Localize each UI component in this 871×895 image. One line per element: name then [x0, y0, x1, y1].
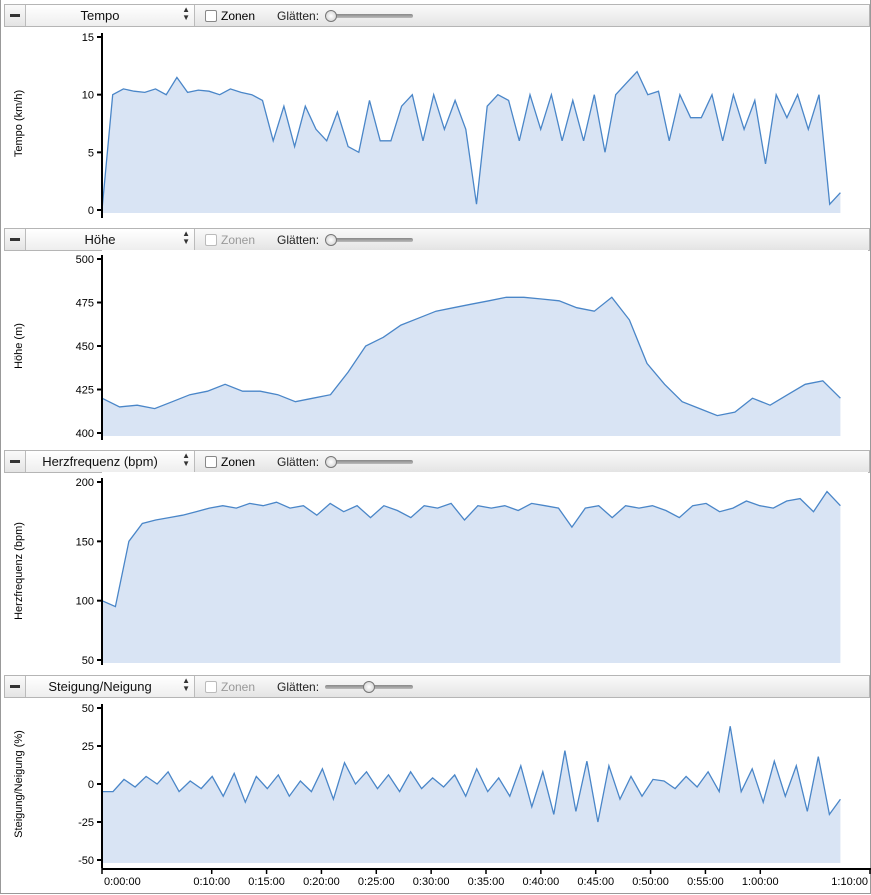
- y-axis-label: Herzfrequenz (bpm): [13, 522, 25, 620]
- series-line: [101, 70, 841, 211]
- metric-select-value: Steigung/Neigung: [48, 679, 152, 694]
- y-tick-label: 15: [82, 32, 94, 44]
- slider-thumb[interactable]: [325, 9, 338, 22]
- panel-toolbar: Höhe ▲ ▼ Zonen Glätten:: [4, 228, 870, 251]
- area-fill: [102, 71, 841, 213]
- minus-icon: [10, 685, 20, 688]
- series-line: [101, 296, 841, 417]
- minus-icon: [10, 14, 20, 17]
- x-axis: 0:00:00 0:10:00 0:15:00 0:20:00 0:25:00 0:30:…: [101, 868, 871, 888]
- checkbox-box[interactable]: [205, 9, 217, 22]
- y-axis-label: Höhe (m): [13, 323, 25, 369]
- collapse-button[interactable]: [5, 5, 26, 26]
- x-tick-label: 1:10:00: [831, 876, 868, 888]
- checkbox-box[interactable]: [205, 455, 217, 468]
- x-tick-label: 0:25:00: [358, 876, 395, 888]
- zones-checkbox[interactable]: Zonen: [205, 9, 255, 23]
- metric-select-value: Herzfrequenz (bpm): [42, 454, 158, 469]
- y-tick-label: 0: [88, 205, 94, 217]
- updown-arrows-icon: ▲ ▼: [182, 229, 190, 246]
- x-tick-label: 0:20:00: [303, 876, 340, 888]
- x-tick-label: 0:35:00: [468, 876, 505, 888]
- collapse-button[interactable]: [5, 229, 26, 250]
- smooth-label: Glätten:: [277, 8, 320, 23]
- chart-2: 50 100 150 200 Herzfrequenz (bpm): [13, 472, 868, 665]
- metric-select[interactable]: Steigung/Neigung ▲ ▼: [26, 676, 195, 697]
- chart-0: 0 5 10 15 Tempo (km/h): [13, 27, 868, 218]
- x-tick-label: 0:15:00: [248, 876, 285, 888]
- metric-select[interactable]: Tempo ▲ ▼: [26, 5, 195, 26]
- zones-label: Zonen: [221, 232, 256, 247]
- smooth-slider[interactable]: [325, 9, 414, 23]
- y-tick-label: 100: [76, 596, 94, 608]
- panel-toolbar: Steigung/Neigung ▲ ▼ Zonen Glätten:: [4, 675, 870, 698]
- x-tick-label: 0:55:00: [687, 876, 724, 888]
- metric-select[interactable]: Herzfrequenz (bpm) ▲ ▼: [26, 451, 195, 472]
- area-fill: [102, 491, 841, 663]
- slider-track: [325, 459, 414, 464]
- slider-thumb[interactable]: [325, 455, 338, 468]
- y-tick-label: 0: [88, 779, 94, 791]
- area-fill: [102, 726, 841, 863]
- zones-label: Zonen: [221, 454, 256, 469]
- slider-track: [325, 13, 414, 18]
- slider-thumb[interactable]: [363, 680, 376, 693]
- y-tick-label: 10: [82, 90, 94, 102]
- updown-arrows-icon: ▲ ▼: [182, 676, 190, 693]
- x-tick-label: 0:45:00: [577, 876, 614, 888]
- y-tick-label: 50: [82, 703, 94, 715]
- series-line: [101, 490, 841, 608]
- smooth-label: Glätten:: [277, 679, 320, 694]
- y-tick-label: 450: [76, 341, 94, 353]
- minus-icon: [10, 460, 20, 463]
- y-tick-label: -25: [78, 817, 94, 829]
- updown-arrows-icon: ▲ ▼: [182, 451, 190, 468]
- zones-checkbox[interactable]: Zonen: [205, 455, 255, 469]
- slider-track: [325, 237, 414, 242]
- zones-label: Zonen: [221, 8, 256, 23]
- x-tick-label: 0:40:00: [523, 876, 560, 888]
- y-tick-label: 200: [76, 477, 94, 489]
- smooth-label: Glätten:: [277, 232, 320, 247]
- y-tick-label: 5: [88, 147, 94, 159]
- smooth-slider[interactable]: [325, 680, 414, 694]
- panel-toolbar: Tempo ▲ ▼ Zonen Glätten:: [4, 4, 870, 27]
- x-tick-label: 0:10:00: [193, 876, 230, 888]
- checkbox-box: [205, 233, 217, 246]
- y-tick-label: -50: [78, 855, 94, 867]
- y-tick-label: 150: [76, 536, 94, 548]
- y-axis-label: Steigung/Neigung (%): [13, 730, 25, 838]
- smooth-slider[interactable]: [325, 455, 414, 469]
- y-tick-label: 50: [82, 655, 94, 665]
- zones-checkbox: Zonen: [205, 680, 255, 694]
- smooth-label: Glätten:: [277, 454, 320, 469]
- area-fill: [102, 297, 841, 436]
- smooth-slider[interactable]: [325, 233, 414, 247]
- minus-icon: [10, 238, 20, 241]
- zones-label: Zonen: [221, 679, 256, 694]
- slider-thumb[interactable]: [325, 233, 338, 246]
- y-tick-label: 425: [76, 385, 94, 397]
- collapse-button[interactable]: [5, 676, 26, 697]
- metric-select-value: Höhe: [84, 232, 116, 247]
- panel-toolbar: Herzfrequenz (bpm) ▲ ▼ Zonen Glätten:: [4, 450, 870, 473]
- metric-select[interactable]: Höhe ▲ ▼: [26, 229, 195, 250]
- metric-select-value: Tempo: [80, 8, 120, 23]
- y-tick-label: 25: [82, 741, 94, 753]
- x-tick-label: 0:30:00: [413, 876, 450, 888]
- chart-1: 400 425 450 475 500 Höhe (m): [13, 250, 868, 440]
- x-tick-label: 1:00:00: [742, 876, 779, 888]
- y-tick-label: 475: [76, 298, 94, 310]
- updown-arrows-icon: ▲ ▼: [182, 5, 190, 22]
- chart-3: -50 -25 0 25 50 Steigung/Neigung (%): [13, 698, 868, 868]
- y-axis-label: Tempo (km/h): [13, 90, 25, 157]
- y-tick-label: 500: [76, 254, 94, 266]
- x-tick-label: 0:00:00: [104, 876, 141, 888]
- checkbox-box: [205, 680, 217, 693]
- collapse-button[interactable]: [5, 451, 26, 472]
- zones-checkbox: Zonen: [205, 233, 255, 247]
- series-line: [102, 726, 841, 823]
- x-tick-label: 0:50:00: [632, 876, 669, 888]
- y-tick-label: 400: [76, 428, 94, 440]
